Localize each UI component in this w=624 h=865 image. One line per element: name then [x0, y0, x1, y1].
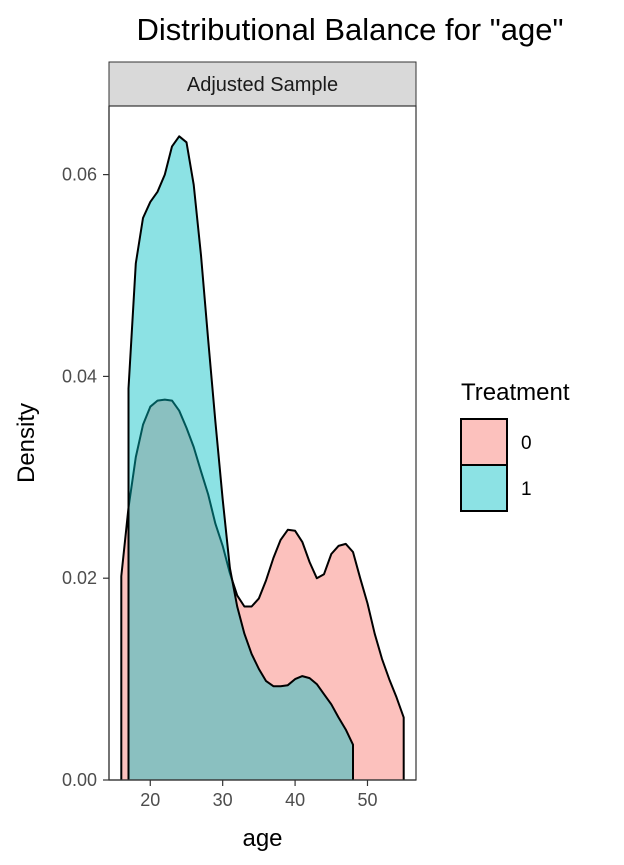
- density-area-0: [120, 398, 405, 780]
- x-tick-label: 30: [213, 790, 233, 810]
- chart-title: Distributional Balance for "age": [137, 12, 564, 47]
- y-axis-title: Density: [13, 403, 40, 483]
- legend-label-1: 1: [521, 479, 532, 500]
- x-tick-label: 20: [140, 790, 160, 810]
- legend-item-1: 1: [460, 464, 532, 512]
- x-axis: 20 30 40 50: [109, 779, 416, 810]
- x-tick-label: 50: [357, 790, 377, 810]
- x-axis-title: age: [242, 825, 282, 852]
- facet-strip-label: Adjusted Sample: [187, 74, 338, 96]
- y-tick-label: 0.04: [62, 366, 97, 386]
- density-area-1: [127, 135, 354, 780]
- legend-key-1: [460, 464, 508, 512]
- y-tick-label: 0.06: [62, 165, 97, 185]
- facet-strip: [108, 61, 417, 107]
- y-axis: 0.00 0.02 0.04 0.06: [62, 106, 110, 790]
- legend-item-0: 0: [460, 418, 532, 466]
- x-tick-label: 40: [285, 790, 305, 810]
- y-tick-label: 0.02: [62, 568, 97, 588]
- legend-title: Treatment: [461, 379, 570, 406]
- legend-key-0: [460, 418, 508, 466]
- legend-label-0: 0: [521, 433, 532, 454]
- y-tick-label: 0.00: [62, 770, 97, 790]
- plot-area: [120, 135, 405, 780]
- legend: Treatment 0 1: [460, 379, 570, 512]
